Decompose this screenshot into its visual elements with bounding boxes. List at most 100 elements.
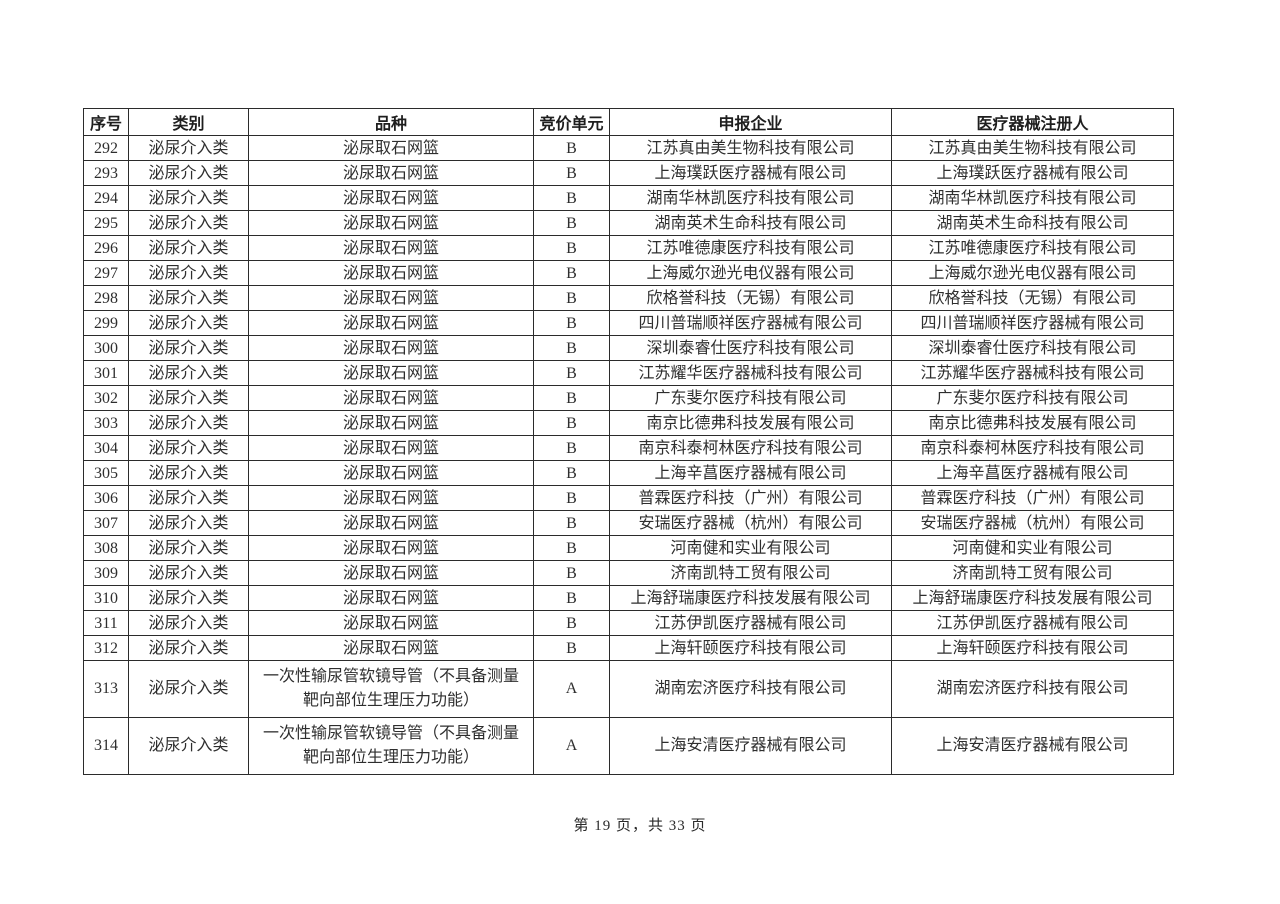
- table-row: 308 泌尿介入类 泌尿取石网篮 B 河南健和实业有限公司 河南健和实业有限公司: [83, 535, 1174, 561]
- registrant-cell: 南京科泰柯林医疗科技有限公司: [891, 435, 1174, 461]
- table-row: 294 泌尿介入类 泌尿取石网篮 B 湖南华林凯医疗科技有限公司 湖南华林凯医疗科技有限公…: [83, 185, 1174, 211]
- header-device-registrant: 医疗器械注册人: [891, 108, 1174, 136]
- table-row: 295 泌尿介入类 泌尿取石网篮 B 湖南英术生命科技有限公司 湖南英术生命科技有限公司: [83, 210, 1174, 236]
- product-cell: 泌尿取石网篮: [248, 285, 534, 311]
- applicant-cell: 深圳泰睿仕医疗科技有限公司: [609, 335, 892, 361]
- header-product: 品种: [248, 108, 534, 136]
- applicant-cell: 江苏真由美生物科技有限公司: [609, 135, 892, 161]
- header-serial: 序号: [83, 108, 129, 136]
- serial-cell: 300: [83, 335, 129, 361]
- serial-cell: 306: [83, 485, 129, 511]
- applicant-cell: 湖南英术生命科技有限公司: [609, 210, 892, 236]
- category-cell: 泌尿介入类: [128, 185, 249, 211]
- bidding-unit-cell: B: [533, 185, 610, 211]
- registrant-cell: 深圳泰睿仕医疗科技有限公司: [891, 335, 1174, 361]
- product-cell: 泌尿取石网篮: [248, 435, 534, 461]
- applicant-cell: 南京比德弗科技发展有限公司: [609, 410, 892, 436]
- product-cell: 泌尿取石网篮: [248, 235, 534, 261]
- serial-cell: 297: [83, 260, 129, 286]
- table-row: 300 泌尿介入类 泌尿取石网篮 B 深圳泰睿仕医疗科技有限公司 深圳泰睿仕医疗科技有限公…: [83, 335, 1174, 361]
- category-cell: 泌尿介入类: [128, 310, 249, 336]
- serial-cell: 310: [83, 585, 129, 611]
- serial-cell: 298: [83, 285, 129, 311]
- applicant-cell: 湖南华林凯医疗科技有限公司: [609, 185, 892, 211]
- bidding-unit-cell: A: [533, 717, 610, 775]
- registrant-cell: 上海舒瑞康医疗科技发展有限公司: [891, 585, 1174, 611]
- product-cell: 泌尿取石网篮: [248, 385, 534, 411]
- product-cell: 泌尿取石网篮: [248, 310, 534, 336]
- category-cell: 泌尿介入类: [128, 660, 249, 718]
- category-cell: 泌尿介入类: [128, 410, 249, 436]
- serial-cell: 308: [83, 535, 129, 561]
- applicant-cell: 江苏唯德康医疗科技有限公司: [609, 235, 892, 261]
- applicant-cell: 安瑞医疗器械（杭州）有限公司: [609, 510, 892, 536]
- registrant-cell: 安瑞医疗器械（杭州）有限公司: [891, 510, 1174, 536]
- table-row: 305 泌尿介入类 泌尿取石网篮 B 上海辛菖医疗器械有限公司 上海辛菖医疗器械有限公司: [83, 460, 1174, 486]
- header-row: 序号 类别 品种 竞价单元 申报企业 医疗器械注册人: [83, 108, 1174, 136]
- product-cell: 泌尿取石网篮: [248, 610, 534, 636]
- category-cell: 泌尿介入类: [128, 385, 249, 411]
- serial-cell: 312: [83, 635, 129, 661]
- category-cell: 泌尿介入类: [128, 435, 249, 461]
- category-cell: 泌尿介入类: [128, 535, 249, 561]
- registrant-cell: 上海辛菖医疗器械有限公司: [891, 460, 1174, 486]
- product-cell: 泌尿取石网篮: [248, 485, 534, 511]
- category-cell: 泌尿介入类: [128, 510, 249, 536]
- category-cell: 泌尿介入类: [128, 260, 249, 286]
- table-row: 313 泌尿介入类 一次性输尿管软镜导管（不具备测量靶向部位生理压力功能） A 湖南宏济…: [83, 660, 1174, 718]
- bidding-units-table: 序号 类别 品种 竞价单元 申报企业 医疗器械注册人 292 泌尿介入类 泌尿取石网…: [83, 108, 1174, 775]
- category-cell: 泌尿介入类: [128, 335, 249, 361]
- registrant-cell: 江苏伊凯医疗器械有限公司: [891, 610, 1174, 636]
- category-cell: 泌尿介入类: [128, 160, 249, 186]
- bidding-unit-cell: B: [533, 285, 610, 311]
- table-body: 292 泌尿介入类 泌尿取石网篮 B 江苏真由美生物科技有限公司 江苏真由美生物科技有限公…: [83, 135, 1174, 775]
- applicant-cell: 上海威尔逊光电仪器有限公司: [609, 260, 892, 286]
- bidding-unit-cell: B: [533, 485, 610, 511]
- serial-cell: 296: [83, 235, 129, 261]
- registrant-cell: 江苏唯德康医疗科技有限公司: [891, 235, 1174, 261]
- serial-cell: 303: [83, 410, 129, 436]
- registrant-cell: 江苏耀华医疗器械科技有限公司: [891, 360, 1174, 386]
- bidding-unit-cell: B: [533, 435, 610, 461]
- applicant-cell: 欣格誉科技（无锡）有限公司: [609, 285, 892, 311]
- product-cell: 泌尿取石网篮: [248, 635, 534, 661]
- registrant-cell: 河南健和实业有限公司: [891, 535, 1174, 561]
- table-row: 311 泌尿介入类 泌尿取石网篮 B 江苏伊凯医疗器械有限公司 江苏伊凯医疗器械有限公司: [83, 610, 1174, 636]
- category-cell: 泌尿介入类: [128, 135, 249, 161]
- table-row: 296 泌尿介入类 泌尿取石网篮 B 江苏唯德康医疗科技有限公司 江苏唯德康医疗科技有限公…: [83, 235, 1174, 261]
- bidding-unit-cell: B: [533, 535, 610, 561]
- serial-cell: 299: [83, 310, 129, 336]
- table-row: 297 泌尿介入类 泌尿取石网篮 B 上海威尔逊光电仪器有限公司 上海威尔逊光电仪器有限公…: [83, 260, 1174, 286]
- registrant-cell: 湖南华林凯医疗科技有限公司: [891, 185, 1174, 211]
- product-cell: 泌尿取石网篮: [248, 510, 534, 536]
- registrant-cell: 上海轩颐医疗科技有限公司: [891, 635, 1174, 661]
- bidding-unit-cell: A: [533, 660, 610, 718]
- table-row: 301 泌尿介入类 泌尿取石网篮 B 江苏耀华医疗器械科技有限公司 江苏耀华医疗器械科技有…: [83, 360, 1174, 386]
- registrant-cell: 四川普瑞顺祥医疗器械有限公司: [891, 310, 1174, 336]
- applicant-cell: 南京科泰柯林医疗科技有限公司: [609, 435, 892, 461]
- category-cell: 泌尿介入类: [128, 210, 249, 236]
- bidding-unit-cell: B: [533, 385, 610, 411]
- serial-cell: 311: [83, 610, 129, 636]
- product-cell: 泌尿取石网篮: [248, 135, 534, 161]
- product-cell: 泌尿取石网篮: [248, 335, 534, 361]
- serial-cell: 307: [83, 510, 129, 536]
- bidding-unit-cell: B: [533, 460, 610, 486]
- applicant-cell: 上海璞跃医疗器械有限公司: [609, 160, 892, 186]
- table-row: 299 泌尿介入类 泌尿取石网篮 B 四川普瑞顺祥医疗器械有限公司 四川普瑞顺祥医疗器械有…: [83, 310, 1174, 336]
- table-row: 302 泌尿介入类 泌尿取石网篮 B 广东斐尔医疗科技有限公司 广东斐尔医疗科技有限公司: [83, 385, 1174, 411]
- category-cell: 泌尿介入类: [128, 717, 249, 775]
- applicant-cell: 湖南宏济医疗科技有限公司: [609, 660, 892, 718]
- serial-cell: 292: [83, 135, 129, 161]
- registrant-cell: 欣格誉科技（无锡）有限公司: [891, 285, 1174, 311]
- bidding-unit-cell: B: [533, 235, 610, 261]
- table-row: 293 泌尿介入类 泌尿取石网篮 B 上海璞跃医疗器械有限公司 上海璞跃医疗器械有限公司: [83, 160, 1174, 186]
- serial-cell: 304: [83, 435, 129, 461]
- product-cell: 泌尿取石网篮: [248, 460, 534, 486]
- product-cell: 泌尿取石网篮: [248, 360, 534, 386]
- bidding-unit-cell: B: [533, 560, 610, 586]
- registrant-cell: 普霖医疗科技（广州）有限公司: [891, 485, 1174, 511]
- bidding-unit-cell: B: [533, 510, 610, 536]
- product-cell: 泌尿取石网篮: [248, 560, 534, 586]
